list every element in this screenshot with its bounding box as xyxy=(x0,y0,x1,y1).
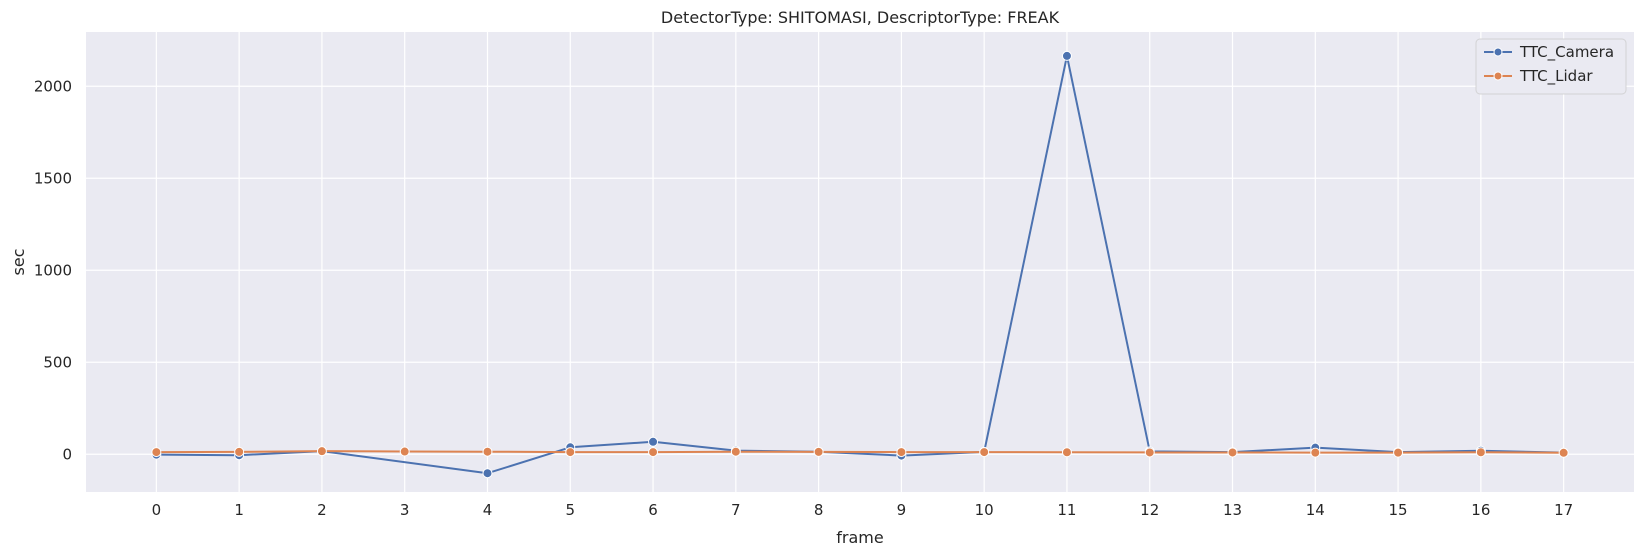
data-point-ttc-lidar xyxy=(1310,447,1321,458)
data-point-ttc-lidar xyxy=(316,446,327,457)
x-tick-label: 8 xyxy=(814,501,824,519)
legend-label-camera: TTC_Camera xyxy=(1519,43,1614,62)
legend-marker-camera xyxy=(1493,47,1503,57)
series-line-ttc-lidar xyxy=(156,450,1564,454)
legend-label-lidar: TTC_Lidar xyxy=(1519,67,1593,86)
data-point-ttc-lidar xyxy=(1227,447,1238,458)
y-axis-label: sec xyxy=(9,249,28,276)
data-point-ttc-lidar xyxy=(565,447,576,458)
legend: TTC_Camera TTC_Lidar xyxy=(1475,38,1627,95)
data-point-ttc-lidar xyxy=(1393,447,1404,458)
x-tick-label: 0 xyxy=(152,501,162,519)
x-tick-label: 2 xyxy=(317,501,327,519)
data-point-ttc-lidar xyxy=(730,446,741,457)
x-tick-label: 13 xyxy=(1223,501,1242,519)
data-point-ttc-lidar xyxy=(234,446,245,457)
data-point-ttc-lidar xyxy=(813,446,824,457)
data-point-ttc-lidar xyxy=(1144,447,1155,458)
data-point-ttc-lidar xyxy=(1475,447,1486,458)
x-tick-label: 3 xyxy=(400,501,410,519)
data-point-ttc-camera xyxy=(648,436,659,447)
data-point-ttc-lidar xyxy=(1061,447,1072,458)
x-tick-label: 6 xyxy=(648,501,658,519)
x-tick-label: 11 xyxy=(1057,501,1076,519)
data-point-ttc-lidar xyxy=(151,447,162,458)
y-tick-labels: 0 500 1000 1500 2000 xyxy=(34,77,72,463)
data-point-ttc-lidar xyxy=(979,447,990,458)
legend-frame xyxy=(1475,38,1627,95)
x-tick-label: 1 xyxy=(234,501,244,519)
x-tick-label: 10 xyxy=(975,501,994,519)
y-tick-label: 0 xyxy=(62,445,72,463)
plot-background xyxy=(86,32,1634,492)
x-tick-label: 9 xyxy=(897,501,907,519)
chart-title: DetectorType: SHITOMASI, DescriptorType:… xyxy=(661,8,1060,27)
x-axis-label: frame xyxy=(836,528,883,547)
data-point-ttc-lidar xyxy=(1558,447,1569,458)
data-point-ttc-lidar xyxy=(399,446,410,457)
data-point-ttc-lidar xyxy=(482,446,493,457)
x-tick-label: 12 xyxy=(1140,501,1159,519)
x-tick-labels: 0 1 2 3 4 5 6 7 8 9 10 11 12 13 14 15 16 17 xyxy=(152,501,1574,519)
x-tick-label: 4 xyxy=(483,501,493,519)
data-point-ttc-camera xyxy=(1061,50,1072,61)
data-point-ttc-lidar xyxy=(896,447,907,458)
x-tick-label: 5 xyxy=(565,501,575,519)
data-point-ttc-lidar xyxy=(648,447,659,458)
y-tick-label: 2000 xyxy=(34,77,72,95)
series-layer xyxy=(151,50,1569,479)
y-tick-label: 1500 xyxy=(34,169,72,187)
x-tick-label: 15 xyxy=(1389,501,1408,519)
y-tick-label: 1000 xyxy=(34,261,72,279)
x-tick-label: 16 xyxy=(1471,501,1490,519)
data-point-ttc-camera xyxy=(482,468,493,479)
x-tick-label: 7 xyxy=(731,501,741,519)
y-tick-label: 500 xyxy=(43,353,72,371)
x-tick-label: 17 xyxy=(1554,501,1573,519)
legend-marker-lidar xyxy=(1493,71,1503,81)
x-tick-label: 14 xyxy=(1306,501,1325,519)
